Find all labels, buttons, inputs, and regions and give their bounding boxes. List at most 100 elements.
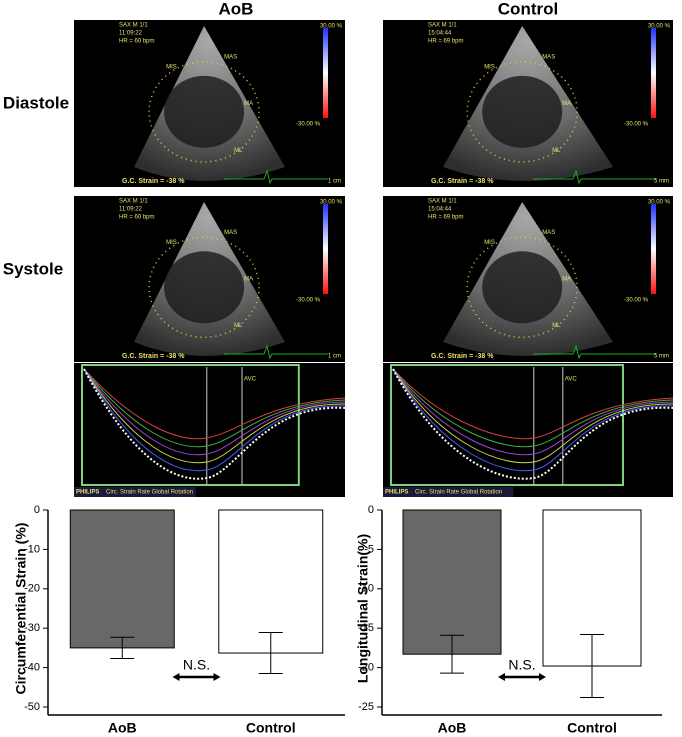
curve-frame	[390, 364, 624, 486]
ventricle	[482, 251, 563, 324]
y-tick-label: -10	[358, 583, 374, 595]
y-axis-label: Circumferential Strain (%)	[13, 523, 29, 695]
echo-time: 15:04:44	[428, 31, 452, 37]
segment-label: MIS	[166, 240, 177, 246]
ventricle	[164, 251, 245, 324]
echo-heart-rate: HR = 60 bpm	[119, 215, 155, 221]
segment-label: MIS	[484, 240, 495, 246]
segment-label: ML	[552, 323, 561, 329]
y-tick-label: -25	[358, 701, 374, 713]
scale-max: 30.00 %	[320, 24, 343, 30]
x-tick-label: Control	[567, 720, 617, 736]
segment-label: MAS	[224, 230, 237, 236]
curve-panel	[74, 363, 345, 497]
tracking-contour	[148, 236, 260, 339]
echo-time: 11:09:22	[119, 31, 143, 37]
x-tick-label: AoB	[108, 720, 137, 736]
segment-label: MA	[562, 277, 571, 283]
segment-label: MAS	[542, 54, 555, 60]
global-strain: G.C. Strain = -38 %	[122, 353, 185, 360]
segment-label: MA	[562, 101, 571, 107]
scale-max: 30.00 %	[320, 200, 343, 206]
ecg-trace	[533, 344, 656, 360]
segment-label: MAS	[224, 54, 237, 60]
ventricle	[164, 75, 245, 148]
vendor-label: PHILIPS	[385, 490, 408, 496]
y-tick-label: -10	[24, 543, 40, 555]
colorbar	[323, 204, 328, 294]
ventricle	[482, 75, 563, 148]
y-tick-label: -20	[24, 583, 40, 595]
row-label: Diastole	[3, 93, 69, 112]
echo-time: 11:09:22	[119, 207, 143, 213]
curve-tabs: Circ. Strain Rate Global Rotation	[415, 490, 502, 496]
curve-tabs: Circ. Strain Rate Global Rotation	[106, 490, 193, 496]
echo-mode: SAX M 1/1	[428, 23, 457, 29]
vendor-label: PHILIPS	[76, 490, 99, 496]
scale-min: -30.00 %	[296, 122, 321, 128]
strain-curve	[83, 368, 346, 472]
colorbar	[323, 28, 328, 118]
scale-max: 30.00 %	[648, 200, 671, 206]
y-tick-label: -30	[24, 622, 40, 634]
scale-min: -30.00 %	[624, 298, 649, 304]
x-tick-label: Control	[246, 720, 296, 736]
ecg-trace	[224, 169, 328, 185]
ecg-trace	[224, 344, 328, 360]
scale-min: -30.00 %	[296, 298, 321, 304]
echo-mode: SAX M 1/1	[428, 199, 457, 205]
bar	[218, 509, 324, 654]
event-label: AVC	[244, 377, 257, 383]
strain-curve	[392, 368, 674, 448]
event-label: AVC	[565, 377, 578, 383]
y-tick-label: -40	[24, 662, 40, 674]
column-header: AoB	[219, 0, 254, 18]
annotation: N.S.	[508, 657, 535, 673]
y-tick-label: -20	[358, 662, 374, 674]
strain-curve	[83, 368, 346, 448]
segment-label: MIS	[166, 64, 177, 70]
global-strain: G.C. Strain = -38 %	[431, 178, 494, 185]
strain-curve	[392, 368, 674, 480]
curve-panel	[383, 363, 673, 497]
segment-label: ML	[234, 323, 243, 329]
error-bar	[258, 632, 283, 675]
ecg-trace	[533, 169, 656, 185]
echo-time: 15:04:44	[428, 207, 452, 213]
echo-heart-rate: HR = 60 bpm	[119, 39, 155, 45]
column-header: Control	[498, 0, 558, 18]
segment-label: ML	[234, 148, 243, 154]
error-bar	[580, 634, 604, 699]
row-label: Systole	[3, 259, 63, 278]
error-bar	[440, 634, 464, 674]
echo-heart-rate: HR = 69 bpm	[428, 215, 464, 221]
strain-curve	[392, 368, 674, 464]
segment-label: MA	[244, 101, 253, 107]
scale-bar: 5 mm	[654, 179, 669, 185]
y-tick-label: 0	[368, 504, 374, 516]
vendor-bar	[383, 487, 514, 497]
x-tick-label: AoB	[438, 720, 467, 736]
segment-label: ML	[552, 148, 561, 154]
segment-label: MAS	[542, 230, 555, 236]
annotation: N.S.	[183, 657, 210, 673]
colorbar	[651, 28, 656, 118]
y-tick-label: 0	[34, 504, 40, 516]
scale-bar: 5 mm	[654, 354, 669, 360]
segment-label: MIS	[484, 64, 495, 70]
echo-heart-rate: HR = 69 bpm	[428, 39, 464, 45]
echo-mode: SAX M 1/1	[119, 23, 148, 29]
segment-label: MA	[244, 277, 253, 283]
curve-frame	[81, 364, 300, 486]
y-tick-label: -5	[364, 543, 374, 555]
global-strain: G.C. Strain = -38 %	[431, 353, 494, 360]
scale-bar: 1 cm	[328, 354, 341, 360]
scale-min: -30.00 %	[624, 122, 649, 128]
y-tick-label: -15	[358, 622, 374, 634]
bar	[402, 509, 502, 655]
colorbar	[651, 204, 656, 294]
bar	[69, 509, 175, 649]
vendor-bar	[74, 487, 196, 497]
echo-mode: SAX M 1/1	[119, 199, 148, 205]
